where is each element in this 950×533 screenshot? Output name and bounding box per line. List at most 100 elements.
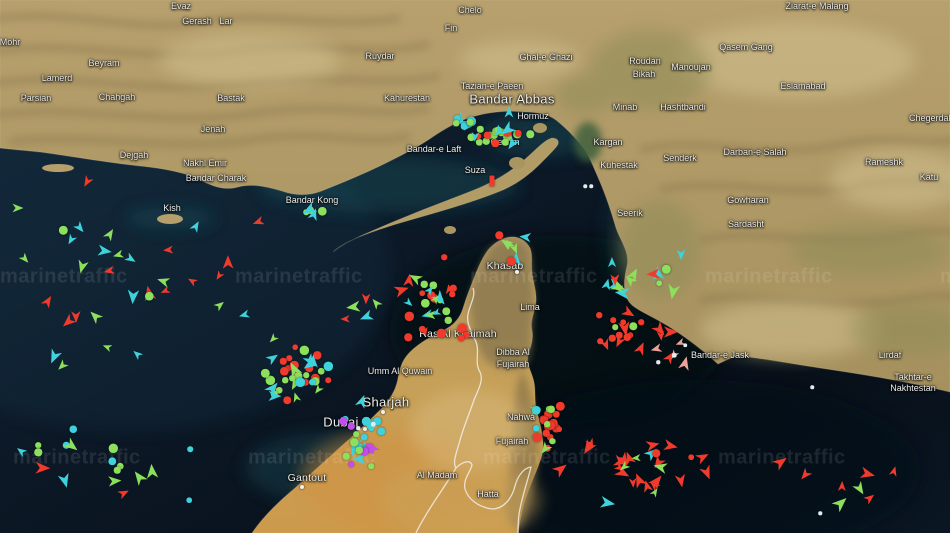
ship-marker[interactable] <box>64 234 77 247</box>
ship-marker[interactable] <box>358 309 374 325</box>
ship-marker[interactable] <box>633 340 649 356</box>
ship-marker[interactable] <box>340 315 350 324</box>
ship-marker[interactable] <box>292 344 299 350</box>
ship-marker[interactable] <box>355 446 363 454</box>
ship-marker[interactable] <box>495 231 503 240</box>
ship-marker[interactable] <box>419 290 425 296</box>
ship-marker[interactable] <box>112 249 125 261</box>
ship-marker[interactable] <box>514 130 521 137</box>
ship-marker[interactable] <box>555 401 564 410</box>
ship-marker[interactable] <box>347 422 354 430</box>
ship-marker[interactable] <box>317 368 324 375</box>
ship-marker[interactable] <box>275 386 282 394</box>
ship-marker[interactable] <box>117 486 131 500</box>
ship-marker[interactable] <box>552 423 561 432</box>
ship-marker[interactable] <box>156 274 171 288</box>
ship-marker[interactable] <box>360 447 368 456</box>
ship-marker[interactable] <box>615 331 623 339</box>
ship-marker[interactable] <box>609 317 616 324</box>
ship-marker[interactable] <box>189 219 203 234</box>
ship-marker[interactable] <box>373 417 381 425</box>
ship-marker[interactable] <box>544 420 551 427</box>
ship-marker[interactable] <box>404 311 414 320</box>
ship-marker[interactable] <box>553 410 560 418</box>
ship-marker[interactable] <box>436 328 445 337</box>
ship-marker[interactable] <box>531 406 540 415</box>
ship-marker[interactable] <box>837 480 846 490</box>
ship-marker[interactable] <box>552 459 571 478</box>
ship-marker[interactable] <box>339 417 348 425</box>
ship-marker[interactable] <box>69 425 77 433</box>
ship-marker[interactable] <box>290 391 301 403</box>
ship-marker[interactable] <box>33 448 42 457</box>
ship-marker[interactable] <box>674 474 688 489</box>
ship-marker[interactable] <box>323 361 333 370</box>
ship-marker[interactable] <box>302 371 309 378</box>
ship-marker[interactable] <box>453 114 460 121</box>
ship-marker[interactable] <box>688 454 694 461</box>
ship-marker[interactable] <box>595 312 602 319</box>
ship-marker[interactable] <box>519 231 532 243</box>
ship-marker[interactable] <box>597 337 603 344</box>
ship-marker[interactable] <box>62 441 70 449</box>
ship-marker[interactable] <box>361 417 370 426</box>
ship-marker[interactable] <box>187 445 194 452</box>
ship-marker[interactable] <box>620 319 626 325</box>
ship-marker[interactable] <box>556 426 562 432</box>
ship-marker[interactable] <box>260 368 269 377</box>
ship-marker[interactable] <box>474 133 481 140</box>
ship-marker[interactable] <box>265 375 275 385</box>
ship-marker[interactable] <box>444 316 452 324</box>
ship-marker[interactable] <box>265 350 281 366</box>
ship-marker[interactable] <box>532 433 541 442</box>
ship-marker[interactable] <box>665 284 681 301</box>
ship-marker[interactable] <box>427 291 435 300</box>
ship-marker[interactable] <box>442 307 450 315</box>
ship-marker[interactable] <box>542 429 550 437</box>
ship-marker[interactable] <box>324 376 331 383</box>
ship-marker[interactable] <box>41 293 56 309</box>
ship-marker[interactable] <box>817 511 822 515</box>
ship-marker[interactable] <box>859 466 876 482</box>
ship-marker[interactable] <box>889 465 900 477</box>
ship-marker[interactable] <box>299 345 308 355</box>
ship-marker[interactable] <box>652 449 660 458</box>
ship-marker[interactable] <box>487 131 494 139</box>
ship-marker[interactable] <box>58 225 67 234</box>
ship-marker[interactable] <box>656 280 662 286</box>
ship-marker[interactable] <box>831 493 851 513</box>
ship-marker[interactable] <box>457 323 467 333</box>
ship-marker[interactable] <box>467 133 475 141</box>
ship-marker[interactable] <box>186 497 192 504</box>
ship-marker[interactable] <box>159 285 171 297</box>
ship-marker[interactable] <box>611 324 618 330</box>
ship-marker[interactable] <box>35 442 42 448</box>
ship-marker[interactable] <box>501 138 508 145</box>
ship-marker[interactable] <box>549 437 556 444</box>
ship-marker[interactable] <box>113 466 121 474</box>
ship-marker[interactable] <box>130 468 149 487</box>
ship-marker[interactable] <box>355 426 360 430</box>
ship-marker[interactable] <box>699 465 716 483</box>
ship-marker[interactable] <box>650 342 663 354</box>
ship-marker[interactable] <box>36 461 51 475</box>
ship-marker[interactable] <box>475 139 482 146</box>
ship-marker[interactable] <box>403 297 415 309</box>
ship-marker[interactable] <box>80 175 94 190</box>
ship-marker[interactable] <box>309 379 316 386</box>
ship-marker[interactable] <box>213 299 227 313</box>
ship-marker[interactable] <box>281 376 288 383</box>
ship-marker[interactable] <box>608 334 616 342</box>
ship-marker[interactable] <box>74 259 89 275</box>
ship-marker[interactable] <box>467 118 474 126</box>
ship-marker[interactable] <box>448 291 455 297</box>
ship-marker[interactable] <box>279 367 288 376</box>
ship-marker[interactable] <box>579 438 597 457</box>
ship-marker[interactable] <box>483 132 491 139</box>
ship-marker[interactable] <box>162 245 173 255</box>
ship-marker[interactable] <box>144 291 153 300</box>
ship-marker[interactable] <box>476 125 484 133</box>
ship-marker[interactable] <box>295 377 305 387</box>
ship-marker[interactable] <box>664 325 678 338</box>
